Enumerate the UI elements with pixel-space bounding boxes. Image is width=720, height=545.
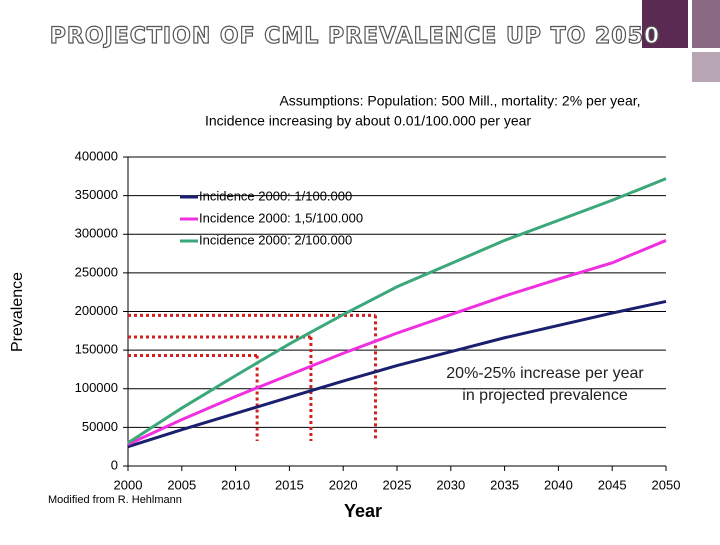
x-tick-label: 2015 bbox=[275, 477, 304, 492]
series-line bbox=[127, 177, 667, 445]
y-tick-label: 400000 bbox=[75, 148, 118, 163]
y-tick-label: 250000 bbox=[75, 264, 118, 279]
y-tick-label: 350000 bbox=[75, 187, 118, 202]
x-tick-label: 2000 bbox=[114, 477, 143, 492]
x-tick-label: 2020 bbox=[329, 477, 358, 492]
y-tick-label: 200000 bbox=[75, 303, 118, 318]
legend-label: Incidence 2000: 1,5/100.000 bbox=[199, 210, 363, 225]
y-tick-label: 300000 bbox=[75, 226, 118, 241]
y-tick-label: 50000 bbox=[82, 419, 118, 434]
series-line bbox=[127, 239, 667, 446]
legend-label: Incidence 2000: 1/100.000 bbox=[199, 188, 352, 203]
y-axis-label: Prevalence bbox=[9, 272, 26, 352]
annotation: 20%-25% increase per year bbox=[446, 365, 644, 382]
legend-label: Incidence 2000: 2/100.000 bbox=[199, 232, 352, 247]
decor-square bbox=[642, 0, 688, 48]
annotation: in projected prevalence bbox=[462, 387, 628, 404]
x-tick-label: 2030 bbox=[436, 477, 465, 492]
y-tick-label: 0 bbox=[111, 457, 118, 472]
subtitle: Incidence increasing by about 0.01/100.0… bbox=[205, 113, 531, 129]
title: PROJECTION OF CML PREVALENCE UP TO 2050 bbox=[50, 24, 660, 49]
x-tick-label: 2010 bbox=[221, 477, 250, 492]
source: Modified from R. Hehlmann bbox=[48, 494, 182, 506]
x-tick-label: 2045 bbox=[598, 477, 627, 492]
x-tick-label: 2050 bbox=[652, 477, 681, 492]
x-tick-label: 2040 bbox=[544, 477, 573, 492]
x-tick-label: 2025 bbox=[383, 477, 412, 492]
decor-square bbox=[692, 0, 720, 48]
subtitle: Assumptions: Population: 500 Mill., mort… bbox=[279, 93, 640, 109]
series-line bbox=[127, 299, 667, 449]
x-axis-label: Year bbox=[344, 501, 382, 521]
y-tick-label: 100000 bbox=[75, 380, 118, 395]
y-tick-label: 150000 bbox=[75, 342, 118, 357]
x-tick-label: 2005 bbox=[167, 477, 196, 492]
x-tick-label: 2035 bbox=[490, 477, 519, 492]
decor-square bbox=[692, 52, 720, 82]
